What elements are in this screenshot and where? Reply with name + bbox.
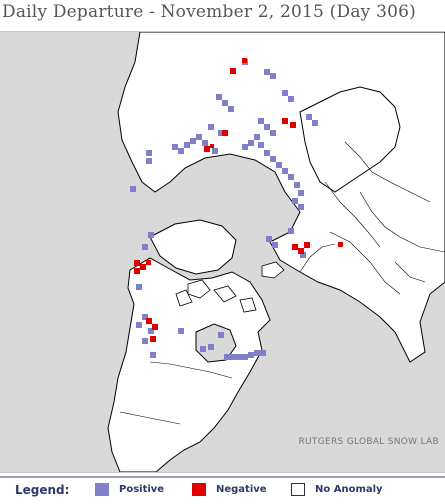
legend-label-negative: Negative	[216, 484, 267, 495]
landmass-north-america	[107, 257, 271, 472]
legend-item-positive: Positive	[95, 483, 164, 496]
landmass-greenland	[149, 219, 237, 275]
iceland	[261, 261, 285, 279]
negative-swatch	[192, 483, 206, 496]
landmass-scandinavia	[299, 86, 401, 193]
legend-title: Legend:	[15, 483, 70, 497]
legend-label-positive: Positive	[119, 484, 165, 495]
hudson-bay	[195, 323, 237, 363]
legend: Legend: Positive Negative No Anomaly	[0, 476, 445, 504]
map-title: Daily Departure - November 2, 2015 (Day …	[2, 2, 416, 22]
legend-label-no-anomaly: No Anomaly	[315, 484, 383, 495]
legend-item-negative: Negative	[192, 483, 267, 496]
snow-anomaly-map: RUTGERS GLOBAL SNOW LAB	[0, 31, 445, 473]
positive-swatch	[95, 483, 109, 496]
legend-item-no-anomaly: No Anomaly	[291, 483, 383, 496]
country-borders	[119, 141, 445, 425]
positive-anomaly-cells	[130, 59, 318, 360]
no-anomaly-swatch	[291, 483, 305, 496]
arctic-islands	[175, 279, 257, 313]
negative-anomaly-cells	[134, 58, 343, 342]
credit-label: RUTGERS GLOBAL SNOW LAB	[298, 437, 439, 447]
map-canvas	[0, 32, 445, 472]
